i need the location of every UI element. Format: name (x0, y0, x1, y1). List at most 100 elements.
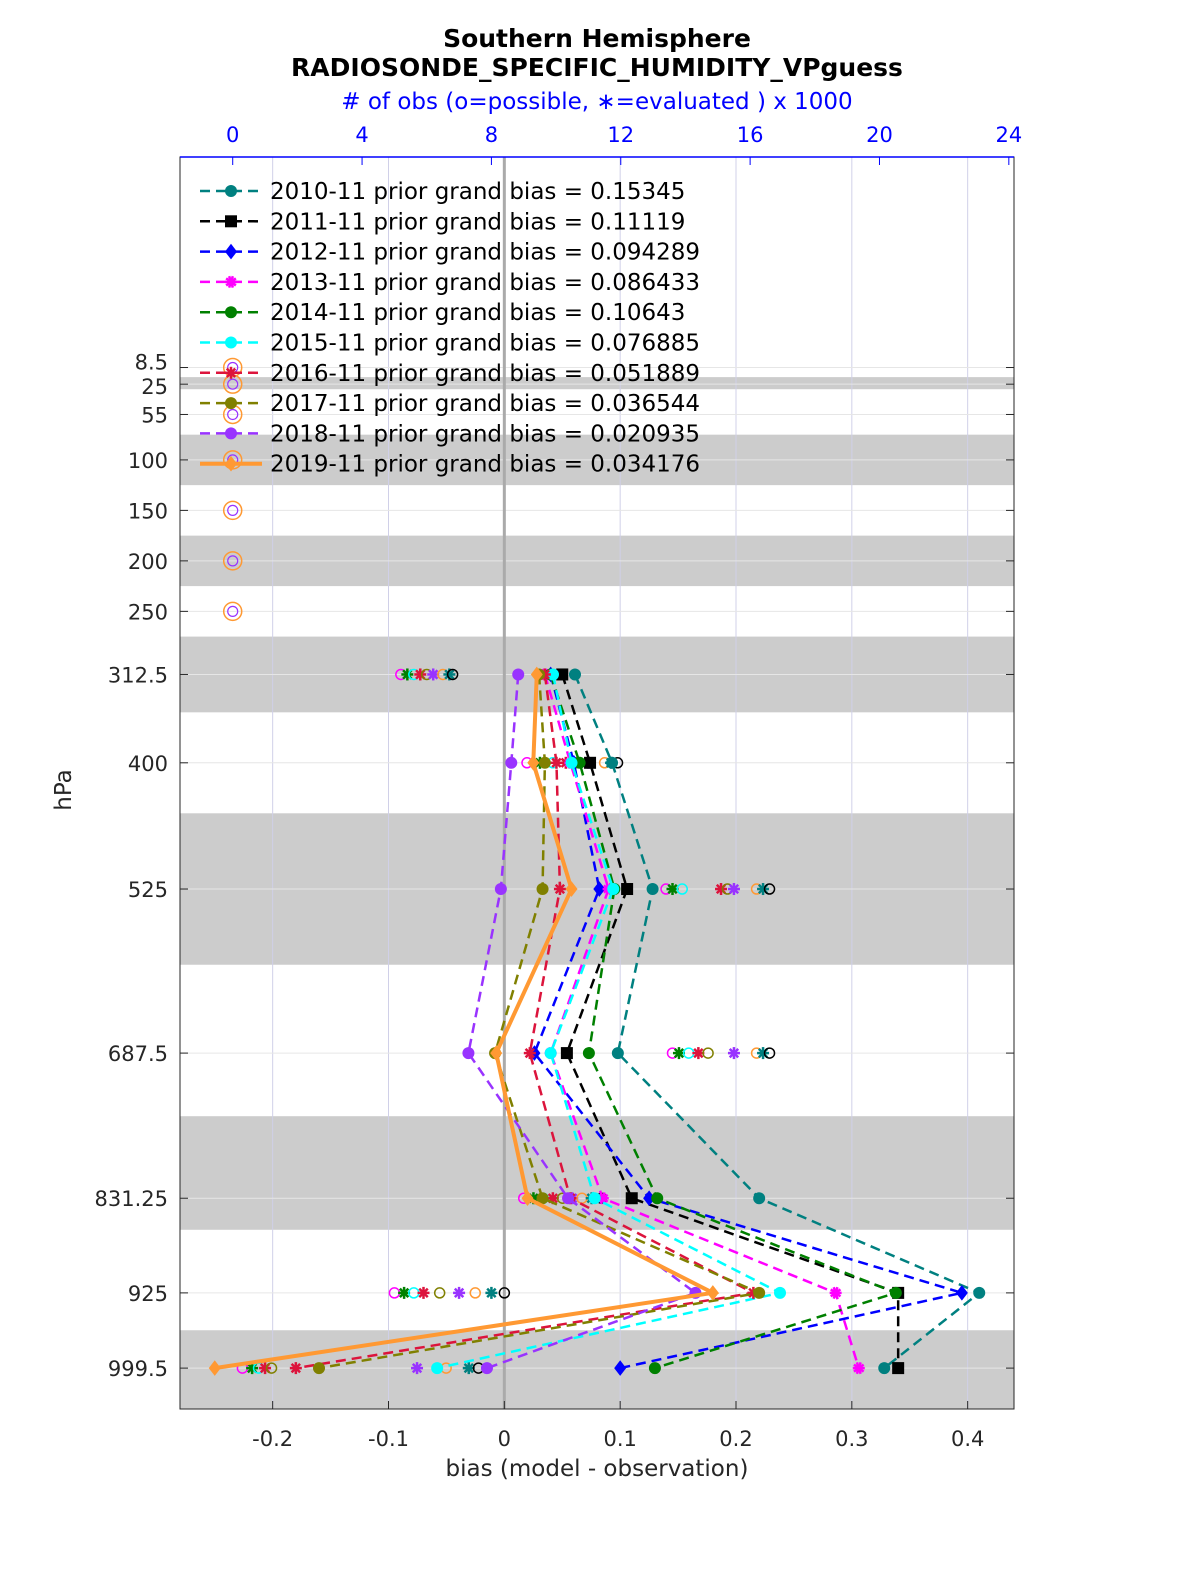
y-tick-label: 925 (128, 1282, 168, 1306)
top-tick-label: 12 (607, 123, 634, 147)
possible-obs-ring (222, 357, 243, 378)
obs-count-star (417, 1286, 430, 1299)
legend-entry: 2011-11 prior grand bias = 0.11119 (270, 209, 685, 235)
top-axis-label: # of obs (o=possible, ∗=evaluated ) x 10… (341, 89, 852, 115)
series-line (573, 673, 982, 1370)
top-tick-label: 4 (355, 123, 368, 147)
legend-marker (225, 427, 237, 440)
top-tick-label: 16 (737, 123, 764, 147)
series-point (753, 1286, 766, 1299)
bias-series (208, 666, 986, 1376)
series-point (536, 1192, 549, 1205)
possible-obs-ring-inner (227, 378, 239, 390)
series-point (706, 1285, 719, 1301)
series-point (530, 666, 543, 683)
obs-count-star (666, 883, 679, 896)
series-point (774, 1286, 787, 1299)
series-point (607, 883, 620, 896)
top-tick-label: 8 (485, 123, 498, 147)
legend-entry: 2018-11 prior grand bias = 0.020935 (270, 421, 700, 447)
y-tick-label: 55 (141, 403, 168, 427)
series-point (582, 1047, 595, 1060)
obs-count-star (727, 1047, 740, 1060)
legend-entry: 2015-11 prior grand bias = 0.076885 (270, 331, 700, 357)
series-point (494, 883, 507, 896)
series-point (611, 1047, 624, 1060)
legend-entry: 2013-11 prior grand bias = 0.086433 (270, 270, 700, 296)
legend-entry: 2010-11 prior grand bias = 0.15345 (270, 179, 685, 205)
series-point (955, 1285, 968, 1301)
series-point (560, 1047, 573, 1060)
top-tick-label: 24 (995, 123, 1022, 147)
legend-marker (225, 275, 237, 288)
series-point (480, 1362, 493, 1375)
series-point (546, 668, 559, 681)
obs-count-star (398, 1286, 411, 1299)
series-point (878, 1362, 891, 1375)
y-tick-label: 25 (141, 375, 168, 399)
series-line (214, 674, 720, 1371)
obs-count-circle (763, 1047, 776, 1059)
y-tick-label: 312.5 (108, 663, 168, 687)
legend-marker (225, 455, 237, 472)
grid-lines (180, 157, 1014, 1409)
obs-count-star (453, 1286, 466, 1299)
series-point (973, 1286, 986, 1299)
x-tick-label: -0.2 (252, 1427, 293, 1451)
axes: -0.2 -0.1 0 0.1 0.2 0.3 0.4 0 4 8 12 16 20 24 8.525 55 1… (95, 123, 1023, 1451)
obs-count-circle (469, 1287, 481, 1299)
series-point (651, 1192, 664, 1205)
series-point (889, 1286, 902, 1299)
series-point (556, 668, 569, 681)
obs-count-circle (446, 668, 459, 681)
series-point (505, 756, 518, 769)
obs-count-star (727, 883, 740, 896)
possible-obs-ring (222, 551, 243, 571)
series-point (625, 1192, 638, 1205)
legend-entry: 2016-11 prior grand bias = 0.051889 (270, 361, 700, 387)
chart-title-line1: Southern Hemisphere (443, 24, 751, 53)
legend-entry: 2014-11 prior grand bias = 0.10643 (270, 300, 685, 326)
obs-count-star (485, 1286, 498, 1299)
series-point (289, 1362, 302, 1375)
series-line (533, 674, 967, 1370)
series-point (562, 1192, 575, 1205)
y-tick-label: 250 (128, 600, 168, 624)
y-tick-label: 687.5 (108, 1042, 168, 1066)
y-axis-label: hPa (51, 769, 77, 811)
x-tick-label: 0 (498, 1427, 511, 1451)
y-tick-label: 100 (128, 449, 168, 473)
series-point (568, 668, 581, 681)
legend-marker (225, 397, 237, 410)
x-axis-label: bias (model - observation) (446, 1456, 749, 1482)
series-point (753, 1192, 766, 1205)
possible-obs-ring-inner (227, 605, 239, 617)
obs-count-circle (498, 1287, 511, 1299)
series-line (561, 674, 900, 1369)
series-point (490, 1045, 503, 1061)
series-point (892, 1362, 905, 1375)
series-point (527, 755, 540, 771)
series-line (467, 674, 699, 1370)
series-point (538, 756, 551, 769)
series-point (643, 1190, 656, 1207)
legend-marker (225, 366, 237, 379)
series-point (588, 1192, 601, 1205)
series-line (543, 674, 860, 1369)
series-point (431, 1362, 444, 1375)
legend-marker (225, 336, 237, 349)
series-point (521, 1190, 534, 1207)
series-point (553, 883, 566, 896)
series-point (648, 1362, 661, 1375)
series-point (621, 883, 634, 896)
obs-count-circle (763, 883, 776, 895)
x-tick-label: 0.3 (835, 1427, 868, 1451)
legend-marker (225, 306, 237, 319)
legend: 2010-11 prior grand bias = 0.15345 2011-1… (200, 179, 700, 478)
series-point (829, 1286, 842, 1299)
series-point (536, 883, 549, 896)
y-tick-label: 200 (128, 550, 168, 574)
series-point (462, 1047, 475, 1060)
obs-count-circle (433, 1287, 446, 1299)
